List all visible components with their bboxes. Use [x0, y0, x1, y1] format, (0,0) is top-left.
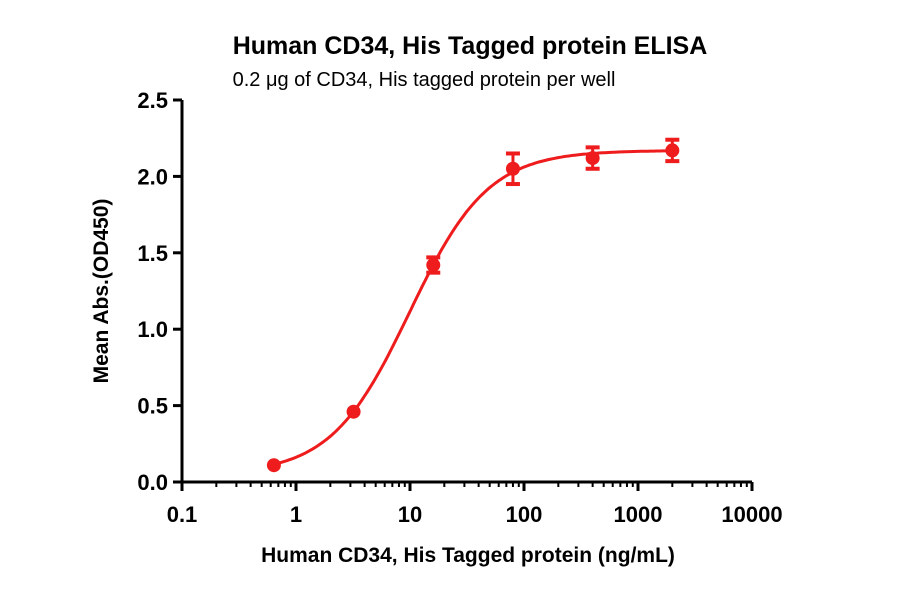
x-tick-label: 1000 — [614, 502, 663, 527]
data-point — [426, 258, 441, 273]
x-tick-label: 10000 — [721, 502, 782, 527]
data-point — [665, 143, 680, 158]
y-tick-label: 0.0 — [137, 470, 168, 495]
data-point — [505, 161, 520, 176]
x-tick-label: 0.1 — [167, 502, 198, 527]
chart-subtitle: 0.2 μg of CD34, His tagged protein per w… — [233, 69, 616, 91]
fit-curve — [273, 149, 673, 466]
x-tick-label: 100 — [506, 502, 543, 527]
y-axis-label: Mean Abs.(OD450) — [90, 199, 113, 384]
x-tick-label: 10 — [398, 502, 422, 527]
chart-title: Human CD34, His Tagged protein ELISA — [233, 32, 708, 60]
y-tick-label: 2.0 — [137, 164, 168, 189]
data-point — [346, 404, 361, 419]
data-point — [585, 151, 600, 166]
y-tick-label: 0.5 — [137, 394, 168, 419]
y-tick-label: 1.5 — [137, 241, 168, 266]
x-tick-label: 1 — [290, 502, 302, 527]
x-axis-label: Human CD34, His Tagged protein (ng/mL) — [261, 544, 675, 567]
y-tick-label: 1.0 — [137, 317, 168, 342]
y-tick-label: 2.5 — [137, 88, 168, 113]
data-point — [266, 458, 281, 473]
